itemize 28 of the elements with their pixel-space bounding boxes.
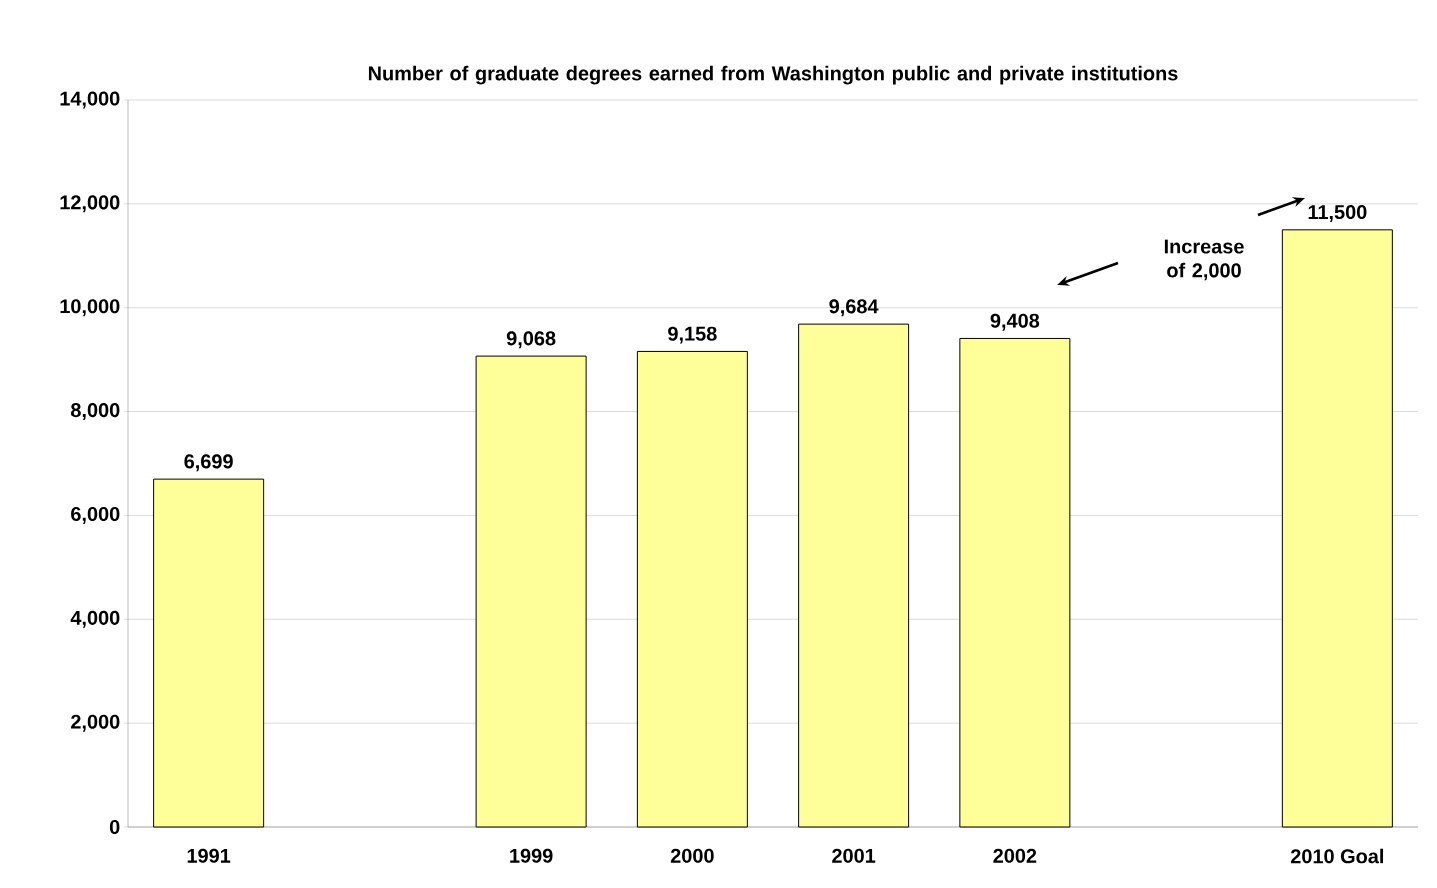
x-tick-label: 2001 <box>832 848 876 863</box>
bar <box>636 350 748 828</box>
annotation: Increase of 2,000 <box>1164 239 1244 281</box>
x-tick-label: 2002 <box>993 848 1037 863</box>
bar <box>959 337 1071 828</box>
y-tick-label: 8,000 <box>70 403 120 421</box>
chart-title: Number of graduate degrees earned from Washington public and private institutions <box>368 65 1178 85</box>
data-label: 6,699 <box>184 454 233 472</box>
y-tick-label: 2,000 <box>71 714 120 732</box>
data-label: 9,068 <box>506 331 556 349</box>
y-tick-label: 0 <box>109 819 120 835</box>
x-tick-label: 2010 Goal <box>1290 848 1383 864</box>
x-tick-label: 2000 <box>670 848 714 863</box>
bar <box>1281 229 1393 828</box>
bar <box>798 323 910 828</box>
bar <box>475 355 587 828</box>
y-tick-label: 6,000 <box>71 506 120 524</box>
y-tick-label: 4,000 <box>70 610 120 628</box>
x-tick-label: 1999 <box>510 848 553 863</box>
y-tick-label: 14,000 <box>60 91 120 109</box>
y-tick-label: 10,000 <box>60 299 120 317</box>
bar <box>153 478 265 828</box>
data-label: 9,158 <box>668 326 717 344</box>
data-label: 9,684 <box>829 299 879 317</box>
y-tick-label: 12,000 <box>60 195 120 213</box>
x-tick-label: 1991 <box>187 848 231 863</box>
data-label: 9,408 <box>990 313 1040 331</box>
data-label: 11,500 <box>1308 205 1367 222</box>
